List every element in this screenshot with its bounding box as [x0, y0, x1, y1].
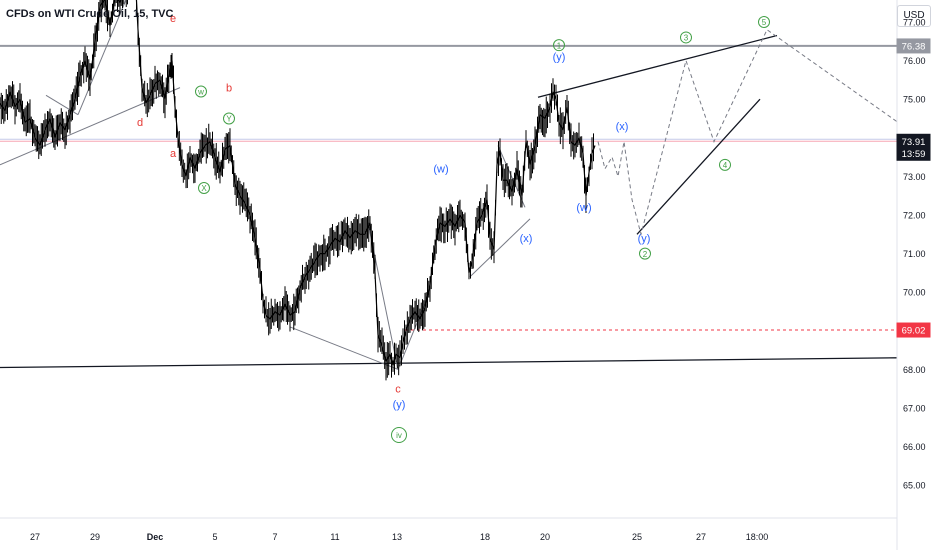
x-tick-label: Dec [147, 532, 164, 542]
y-tick-label: 70.00 [903, 288, 926, 298]
circled-wave-label: 3 [684, 34, 689, 43]
circled-wave-label: Y [226, 115, 232, 124]
wave-circle [758, 16, 770, 28]
symbol-title: CFDs on WTI Crude Oil, 15, TVC [6, 8, 174, 20]
circled-wave-label: X [201, 184, 207, 193]
wave-circle [223, 112, 235, 125]
x-tick-label: 27 [30, 532, 40, 542]
wave-circle [719, 158, 731, 171]
y-tick-label: 66.00 [903, 442, 926, 452]
price-badge-label: 69.02 [902, 326, 926, 337]
wave-label: (x) [520, 233, 533, 245]
projection-path [597, 28, 899, 237]
y-tick-label: 65.00 [903, 481, 926, 491]
y-tick-label: 71.00 [903, 249, 926, 259]
x-tick-label: 29 [90, 532, 100, 542]
wave-label: e [170, 13, 176, 25]
price-badge-box [896, 322, 931, 338]
trendline [289, 326, 399, 370]
wave-label: (x) [616, 121, 629, 133]
y-tick-label: 72.00 [903, 211, 926, 221]
trendline [636, 98, 761, 235]
price-series [0, 0, 596, 381]
trendline [0, 357, 898, 369]
x-tick-label: 27 [696, 532, 706, 542]
x-tick-label: 5 [212, 532, 217, 542]
horizontal-levels [0, 44, 897, 331]
circled-wave-label: 1 [557, 41, 562, 50]
wave-label: (w) [576, 202, 591, 214]
y-tick-label: 67.00 [903, 404, 926, 414]
wave-label: (y) [393, 399, 406, 411]
circled-wave-label: 2 [643, 250, 648, 259]
circled-wave-label: 4 [723, 161, 728, 170]
trendline [469, 218, 531, 278]
wave-circle [195, 85, 207, 98]
wave-label: c [395, 384, 401, 396]
wave-label: (y) [553, 52, 566, 64]
circled-wave-label: iv [396, 431, 402, 440]
y-tick-label: 77.00 [903, 18, 926, 28]
x-tick-label: 13 [392, 532, 402, 542]
x-tick-label: 18:00 [746, 532, 769, 542]
x-tick-label: 18 [480, 532, 490, 542]
wave-label: a [170, 148, 177, 160]
price-badge-label: 73.91 [902, 137, 926, 148]
wave-label: b [226, 82, 232, 94]
y-tick-label: 76.00 [903, 56, 926, 66]
circled-wave-label: 5 [762, 18, 767, 27]
price-badge-label: 76.38 [902, 41, 926, 52]
price-badge-box [896, 38, 931, 54]
bar-countdown-label: 13:59 [902, 149, 926, 160]
price-line [0, 0, 596, 368]
wave-circle [639, 247, 651, 260]
wave-label: (w) [433, 164, 448, 176]
x-tick-label: 11 [330, 532, 339, 542]
y-tick-label: 73.00 [903, 172, 926, 182]
x-tick-label: 25 [632, 532, 642, 542]
wave-label: d [137, 117, 143, 129]
wave-circle [198, 181, 210, 194]
wave-circle [391, 427, 407, 444]
x-tick-label: 7 [272, 532, 277, 542]
wave-circle [680, 31, 692, 44]
y-tick-label: 68.00 [903, 365, 926, 375]
projected-wave-path [597, 28, 899, 237]
wave-circle [553, 39, 565, 52]
trendline [77, 0, 127, 115]
y-tick-label: 75.00 [903, 95, 926, 105]
circled-wave-label: w [197, 88, 204, 97]
currency-button[interactable]: USD [897, 5, 931, 27]
trendline [537, 34, 778, 98]
price-badge-box [896, 133, 931, 161]
x-tick-label: 20 [540, 532, 550, 542]
wave-label: (y) [638, 233, 651, 245]
trendlines [0, 0, 898, 370]
